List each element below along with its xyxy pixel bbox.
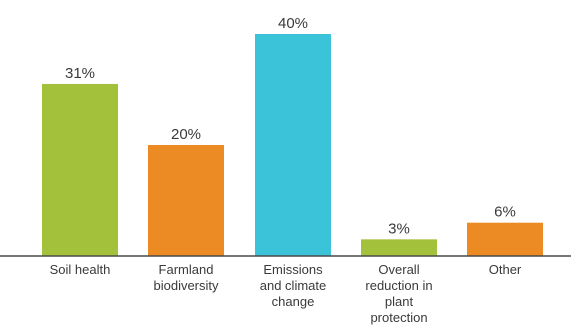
bars-layer	[42, 34, 543, 256]
data-label-2: 40%	[278, 15, 308, 32]
bar-0	[42, 83, 118, 256]
bar-2	[255, 34, 331, 256]
data-label-1: 20%	[171, 126, 201, 143]
value-labels-layer: 31% 20% 40% 3% 6%	[65, 15, 516, 237]
bar-3	[361, 239, 437, 256]
bar-4	[467, 222, 543, 256]
category-label-1: Farmland biodiversity	[153, 262, 219, 293]
data-label-0: 31%	[65, 65, 95, 82]
category-label-3: Overall reduction in plant protection	[365, 262, 433, 325]
data-label-3: 3%	[388, 220, 410, 237]
data-label-4: 6%	[494, 204, 516, 221]
bar-1	[148, 145, 224, 256]
category-label-2: Emissions and climate change	[259, 262, 327, 309]
category-label-0: Soil health	[49, 262, 111, 277]
category-label-4: Other	[488, 262, 522, 277]
